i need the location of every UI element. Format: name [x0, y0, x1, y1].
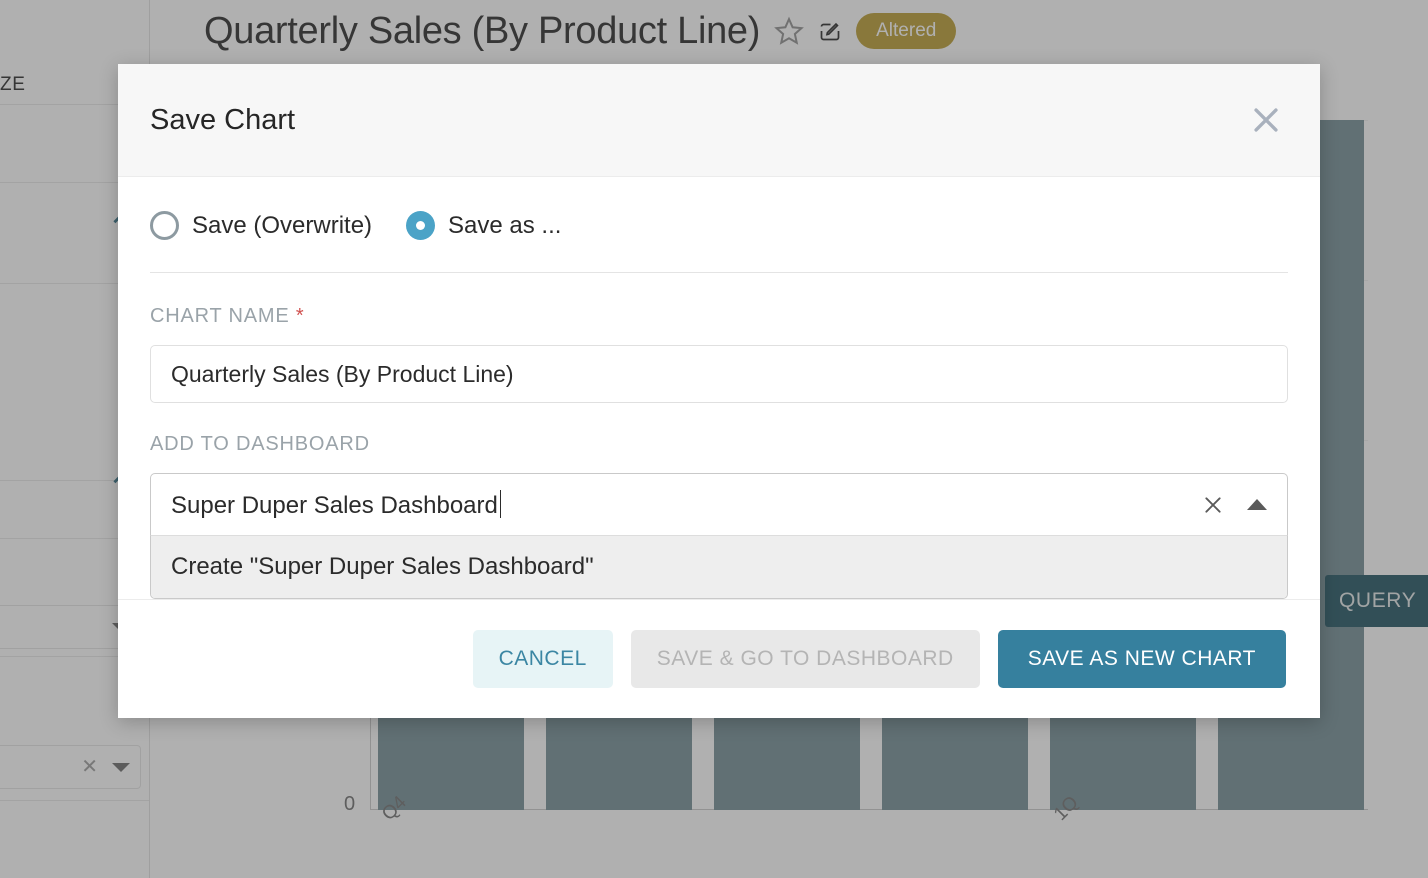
dashboard-select: Super Duper Sales Dashboard: [150, 473, 1288, 599]
section-divider: [150, 272, 1288, 273]
clear-x-icon[interactable]: [1203, 495, 1223, 515]
sidebar-dropdown[interactable]: [0, 605, 141, 649]
radio-save-as[interactable]: Save as ...: [406, 211, 561, 240]
text-cursor: [499, 489, 501, 518]
sidebar-dropdown-with-clear[interactable]: ✕: [0, 745, 141, 789]
radio-save-overwrite[interactable]: Save (Overwrite): [150, 211, 372, 240]
dashboard-select-control[interactable]: Super Duper Sales Dashboard: [150, 473, 1288, 535]
radio-save-overwrite-label: Save (Overwrite): [192, 211, 373, 239]
modal-title: Save Chart: [150, 103, 296, 136]
chart-x-axis: [370, 809, 1368, 810]
close-icon[interactable]: [1246, 100, 1286, 140]
dashboard-select-actions: [1203, 495, 1267, 515]
save-chart-modal: Save Chart Save (Overwrite) Save as ...: [118, 64, 1320, 718]
save-mode-radio-group: Save (Overwrite) Save as ...: [150, 211, 1288, 240]
add-to-dashboard-label: ADD TO DASHBOARD: [150, 433, 370, 455]
required-marker: *: [295, 305, 305, 327]
modal-footer: CANCEL SAVE & GO TO DASHBOARD SAVE AS NE…: [118, 599, 1320, 718]
radio-checked-icon[interactable]: [406, 211, 436, 240]
chart-name-label-text: CHART NAME: [150, 305, 290, 327]
edit-pencil-icon[interactable]: [818, 19, 842, 43]
dashboard-select-value: Super Duper Sales Dashboard: [171, 491, 498, 519]
dashboard-select-value-wrap: Super Duper Sales Dashboard: [171, 489, 501, 520]
chart-name-input[interactable]: [150, 345, 1288, 403]
dashboard-option-create[interactable]: Create "Super Duper Sales Dashboard": [151, 536, 1287, 598]
status-badge: Altered: [856, 13, 957, 49]
chart-y-tick-0: 0: [344, 793, 356, 815]
add-to-dashboard-field-group: ADD TO DASHBOARD Super Duper Sales Dashb…: [150, 433, 1288, 599]
chart-name-label: CHART NAME *: [150, 305, 1288, 328]
save-as-new-chart-button[interactable]: SAVE AS NEW CHART: [997, 630, 1286, 688]
sidebar-section-label: ZE: [0, 74, 26, 95]
radio-save-as-label: Save as ...: [448, 211, 562, 239]
page-header: Quarterly Sales (By Product Line) Altere…: [150, 0, 1428, 62]
page-title: Quarterly Sales (By Product Line): [204, 9, 761, 52]
save-and-go-to-dashboard-button: SAVE & GO TO DASHBOARD: [630, 630, 980, 688]
star-outline-icon[interactable]: [774, 16, 805, 46]
modal-body: Save (Overwrite) Save as ... CHART NAME …: [118, 177, 1320, 599]
chart-name-field-group: CHART NAME *: [150, 305, 1288, 403]
dashboard-options-list: Create "Super Duper Sales Dashboard": [150, 535, 1288, 599]
close-small-icon[interactable]: ✕: [81, 756, 98, 778]
triangle-up-icon[interactable]: [1247, 499, 1267, 510]
run-query-button[interactable]: QUERY: [1325, 575, 1428, 627]
radio-unchecked-icon[interactable]: [150, 211, 179, 240]
cancel-button[interactable]: CANCEL: [472, 630, 613, 688]
modal-header: Save Chart: [118, 64, 1320, 177]
triangle-down-icon[interactable]: [112, 762, 130, 772]
